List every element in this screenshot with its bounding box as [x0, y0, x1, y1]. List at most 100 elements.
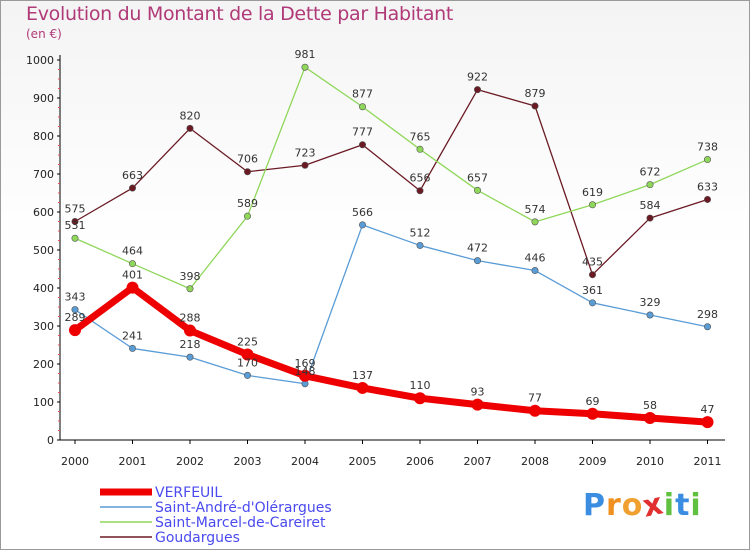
data-label: 398	[180, 270, 201, 283]
data-point	[703, 156, 711, 164]
data-point	[358, 141, 366, 149]
data-point	[186, 285, 194, 293]
data-point	[473, 257, 481, 265]
data-label: 148	[295, 365, 316, 378]
data-label: 446	[525, 252, 546, 265]
series-line-verfeuil	[71, 284, 711, 426]
series-line-saint-marcel-de-careiret	[74, 66, 709, 290]
data-label: 633	[697, 180, 718, 193]
data-label: 723	[295, 146, 316, 159]
x-tick-label: 2007	[464, 455, 492, 468]
chart-title: Evolution du Montant de la Dette par Hab…	[26, 3, 454, 25]
data-label: 657	[467, 171, 488, 184]
data-label: 820	[180, 109, 201, 122]
y-tick-label: 400	[33, 282, 54, 295]
data-label: 879	[525, 87, 546, 100]
data-point	[416, 241, 424, 249]
data-label: 137	[352, 369, 373, 382]
data-point	[301, 161, 309, 169]
y-tick-label: 300	[33, 320, 54, 333]
y-tick-label: 900	[33, 92, 54, 105]
data-label: 218	[180, 338, 201, 351]
data-label: 169	[295, 357, 316, 370]
data-point	[299, 369, 311, 382]
x-tick-label: 2005	[349, 455, 377, 468]
data-label: 289	[65, 311, 86, 324]
data-point	[586, 407, 599, 420]
series-layer	[69, 63, 714, 429]
data-label: 170	[237, 356, 258, 369]
data-point	[358, 103, 366, 111]
data-label: 464	[122, 245, 143, 258]
data-point	[531, 267, 539, 275]
data-label: 584	[640, 199, 661, 212]
y-tick-label: 1000	[26, 54, 54, 67]
data-point	[646, 214, 654, 222]
data-labels: 575 663 820 706 723 777 656 922 879 435 584 633 531 4…	[65, 48, 719, 416]
data-point	[129, 184, 137, 192]
data-label: 401	[122, 269, 143, 282]
data-label: 69	[586, 395, 600, 408]
logo-letter: i	[663, 488, 676, 523]
data-point	[184, 324, 196, 337]
data-point	[301, 63, 309, 71]
data-label: 225	[237, 336, 258, 349]
data-label: 619	[582, 186, 603, 199]
data-label: 93	[471, 386, 485, 399]
logo-letter: t	[675, 488, 691, 523]
legend: VERFEUILSaint-André-d'OlérarguesSaint-Ma…	[100, 485, 332, 546]
data-point	[241, 348, 254, 361]
data-label: 738	[697, 141, 718, 154]
data-label: 575	[65, 203, 86, 216]
data-point	[416, 187, 424, 195]
data-label: 58	[643, 399, 657, 412]
data-label: 574	[525, 203, 546, 216]
data-label: 110	[410, 379, 431, 392]
data-point	[414, 392, 426, 405]
y-tick-label: 800	[33, 130, 54, 143]
x-tick-label: 2002	[176, 455, 204, 468]
data-point	[588, 271, 596, 279]
data-point	[588, 299, 596, 307]
logo-letter: P	[583, 488, 606, 523]
series-line-goudargues	[74, 88, 709, 276]
data-point	[356, 381, 369, 394]
series-line-saint-andré-d'olérargues	[74, 224, 709, 385]
x-tick-label: 2006	[406, 455, 434, 468]
data-point	[473, 86, 481, 94]
data-label: 241	[122, 329, 143, 342]
data-label: 777	[352, 126, 373, 139]
legend-item-label: VERFEUIL	[155, 485, 222, 501]
y-tick-label: 600	[33, 206, 54, 219]
data-label: 361	[582, 284, 603, 297]
data-label: 343	[65, 291, 86, 304]
y-tick-label: 700	[33, 168, 54, 181]
logo-letter: i	[690, 488, 702, 523]
data-label: 672	[640, 166, 661, 179]
data-label: 589	[237, 197, 258, 210]
x-tick-label: 2003	[234, 455, 262, 468]
data-label: 298	[697, 308, 718, 321]
data-label: 877	[352, 88, 373, 101]
x-tick-label: 2011	[694, 455, 722, 468]
data-point	[471, 398, 484, 411]
data-label: 706	[237, 153, 258, 166]
data-label: 566	[352, 206, 373, 219]
data-label: 329	[640, 296, 661, 309]
data-point	[703, 323, 711, 331]
x-tick-label: 2000	[61, 455, 89, 468]
logo-letter: o	[621, 488, 644, 523]
x-tick-label: 2010	[636, 455, 664, 468]
data-point	[646, 181, 654, 189]
y-tick-label: 100	[33, 396, 54, 409]
axes: 0 100 200 300 400 500 600 700 800 900 1000 2000 2001…	[26, 54, 725, 468]
data-point	[71, 306, 79, 314]
data-label: 663	[122, 169, 143, 182]
data-point	[71, 218, 79, 226]
y-tick-label: 0	[47, 434, 54, 447]
data-point	[473, 186, 481, 194]
data-point	[129, 260, 137, 268]
data-label: 77	[528, 392, 542, 405]
